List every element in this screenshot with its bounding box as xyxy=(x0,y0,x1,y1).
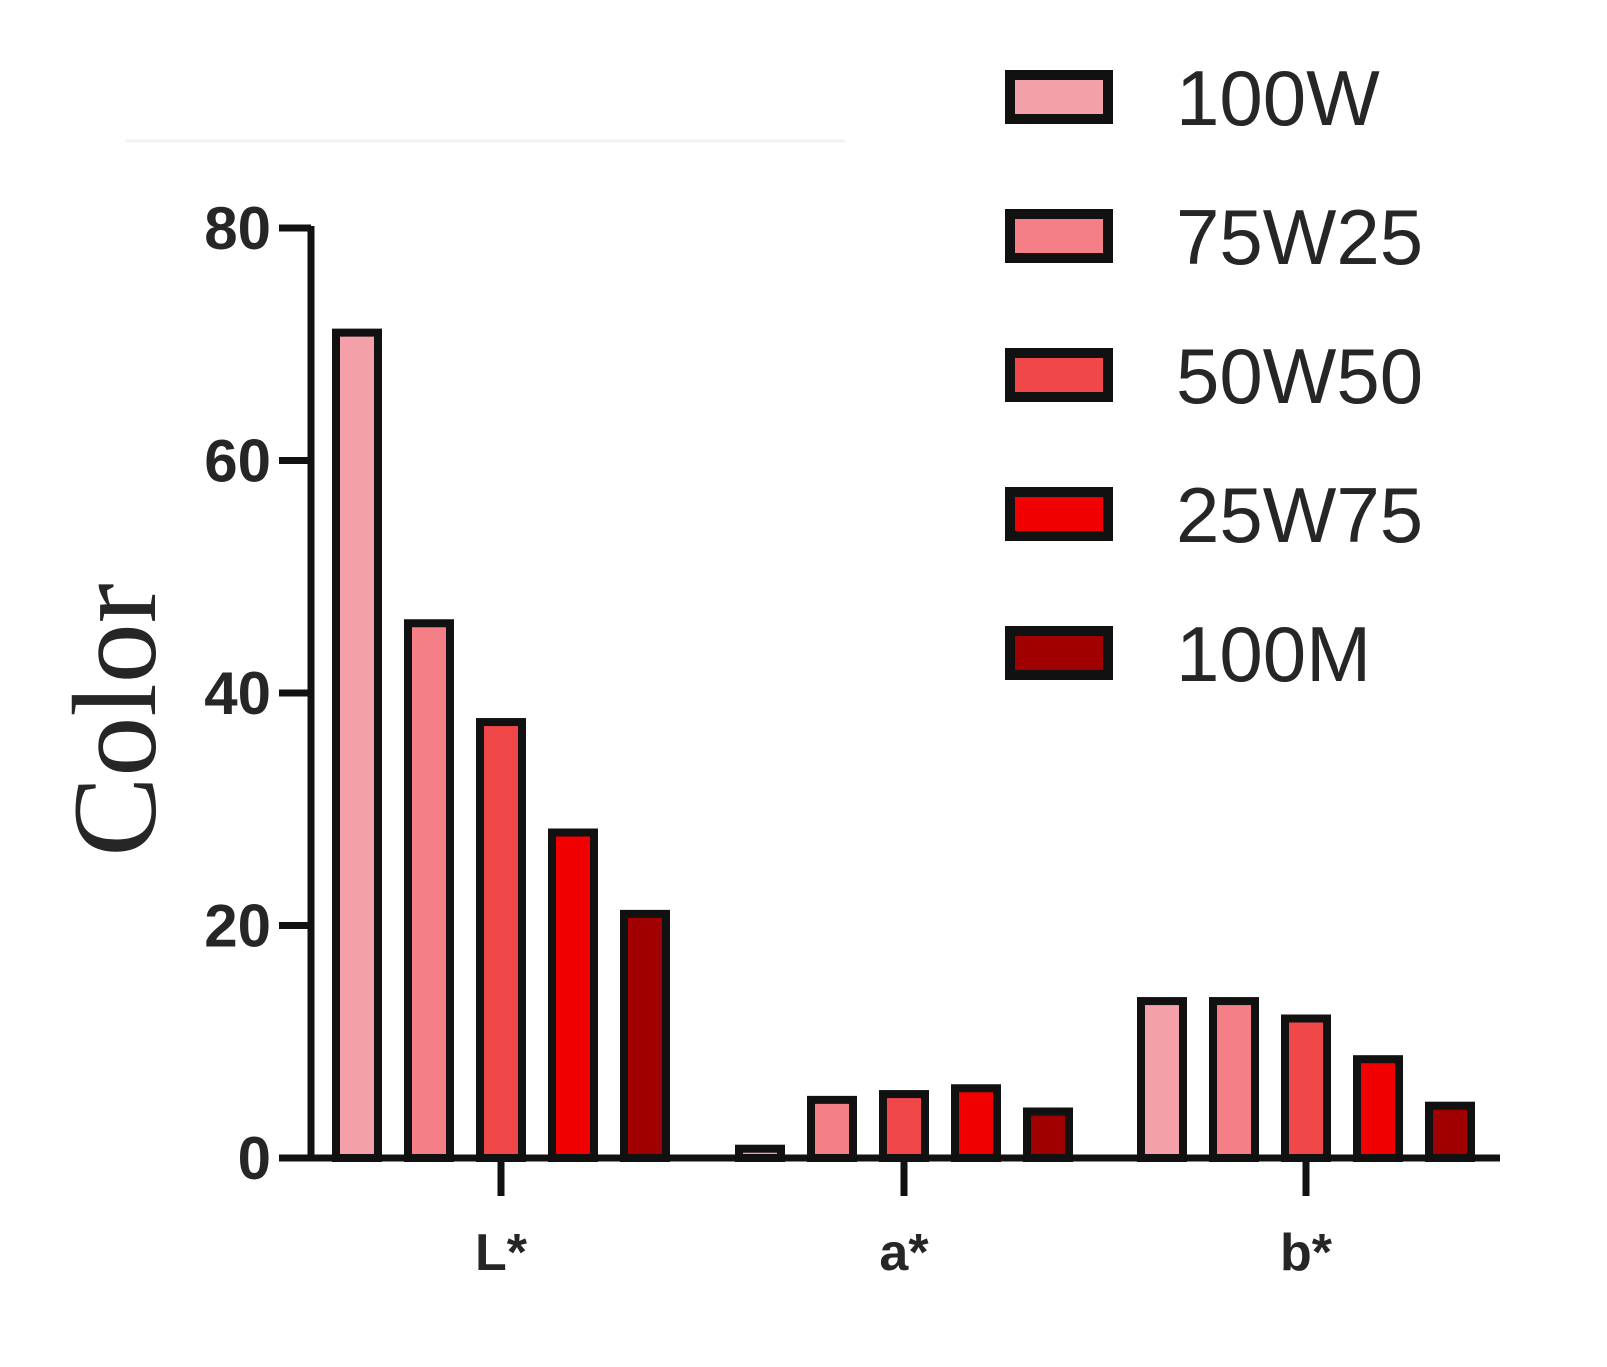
x-tick-label: L* xyxy=(475,1224,528,1282)
bar-100W-L* xyxy=(332,328,382,1162)
legend-swatch-50W50 xyxy=(1005,348,1113,402)
legend: 100W 75W25 50W50 25W75 100M xyxy=(1005,54,1423,698)
x-axis: L* a* b* xyxy=(279,1154,1500,1282)
y-tick-label: 80 xyxy=(204,195,271,262)
bar-100M-L* xyxy=(620,909,670,1162)
bars-group xyxy=(332,328,1475,1162)
legend-swatch-100W xyxy=(1005,70,1113,124)
x-tick-label: a* xyxy=(879,1224,929,1282)
legend-swatch-75W25 xyxy=(1005,209,1113,263)
x-tick-label: b* xyxy=(1280,1224,1333,1282)
y-axis: 0 20 40 60 80 xyxy=(204,195,315,1192)
bar-100M-b* xyxy=(1425,1101,1475,1162)
y-tick-label: 40 xyxy=(204,660,271,727)
y-axis-label: Color xyxy=(48,583,181,856)
legend-label-100W: 100W xyxy=(1176,54,1380,142)
bar-75W25-a* xyxy=(807,1095,857,1162)
bar-100M-a* xyxy=(1023,1107,1073,1162)
y-tick-label: 0 xyxy=(238,1125,271,1192)
bar-25W75-a* xyxy=(951,1084,1001,1162)
y-tick-label: 60 xyxy=(204,428,271,495)
bar-75W25-L* xyxy=(404,619,454,1162)
legend-label-25W75: 25W75 xyxy=(1176,471,1423,559)
bar-50W50-b* xyxy=(1281,1014,1331,1162)
bar-25W75-b* xyxy=(1353,1055,1403,1162)
bar-50W50-a* xyxy=(879,1090,929,1162)
bar-25W75-L* xyxy=(548,828,598,1162)
legend-label-100M: 100M xyxy=(1176,610,1371,698)
bar-50W50-L* xyxy=(476,718,526,1162)
bar-75W25-b* xyxy=(1209,997,1259,1162)
bar-100W-b* xyxy=(1137,997,1187,1162)
legend-swatch-100M xyxy=(1005,626,1113,680)
legend-label-75W25: 75W25 xyxy=(1176,193,1423,281)
y-tick-label: 20 xyxy=(204,893,271,960)
legend-swatch-25W75 xyxy=(1005,487,1113,541)
legend-label-50W50: 50W50 xyxy=(1176,332,1423,420)
